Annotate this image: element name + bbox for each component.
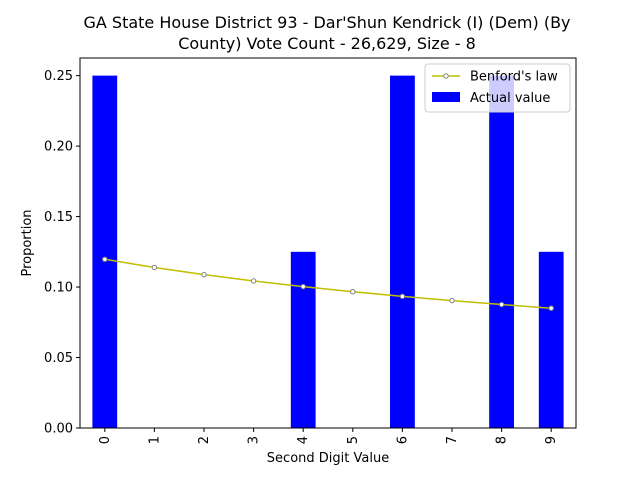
benford-point-8 (498, 301, 505, 308)
y-tick-label: 0.15 (44, 210, 73, 225)
bars-layer (92, 75, 564, 428)
benford-point-0 (102, 256, 108, 262)
legend-benford-label: Benford's law (470, 70, 558, 85)
legend-box (424, 63, 571, 113)
x-tick-label: 4 (296, 436, 311, 444)
benford-point-3 (250, 278, 257, 284)
benford-point-1 (151, 264, 158, 271)
x-tick-label: 6 (395, 436, 410, 444)
benford-line (104, 258, 552, 309)
chart-title-line-2: County) Vote Count - 26,629, Size - 8 (178, 34, 476, 53)
x-tick-label: 1 (147, 436, 162, 444)
x-axis: 0 1 2 3 4 5 6 7 8 9 (98, 428, 559, 444)
benford-point-7 (449, 297, 455, 304)
y-tick-label: 0.10 (44, 281, 73, 296)
bar-digit-4 (290, 251, 316, 428)
benford-point-9 (548, 305, 554, 311)
x-tick-label: 7 (445, 436, 460, 444)
legend-actual-label: Actual value (470, 91, 550, 106)
bar-digit-9 (538, 251, 564, 428)
x-tick-label: 0 (98, 436, 113, 444)
bar-digit-0 (92, 75, 118, 428)
x-tick-label: 5 (346, 436, 361, 444)
y-tick-label: 0.05 (44, 351, 73, 366)
x-axis-label: Second Digit Value (267, 451, 389, 466)
legend-benford-marker (443, 73, 449, 79)
benford-line-layer (102, 256, 554, 311)
x-tick-label: 2 (197, 436, 212, 444)
x-tick-label: 9 (544, 436, 559, 444)
y-tick-label: 0.25 (44, 69, 73, 84)
bar-digit-6 (390, 75, 415, 428)
benford-point-2 (201, 271, 207, 278)
bar-digit-8 (489, 75, 514, 428)
x-tick-label: 8 (495, 436, 510, 444)
benford-point-6 (399, 293, 406, 300)
benford-point-4 (300, 283, 306, 290)
y-axis-label: Proportion (20, 209, 35, 276)
chart-title-line-1: GA State House District 93 - Dar'Shun Ke… (83, 13, 570, 32)
benford-point-5 (350, 288, 356, 295)
legend-actual-swatch (432, 92, 460, 102)
y-axis: 0.00 0.05 0.10 0.15 0.20 0.25 (44, 69, 80, 437)
y-tick-label: 0.00 (44, 422, 73, 437)
y-tick-label: 0.20 (44, 140, 73, 155)
x-tick-label: 3 (247, 436, 262, 444)
plot-frame (79, 57, 577, 429)
legend: Benford's law Actual value (424, 63, 571, 113)
